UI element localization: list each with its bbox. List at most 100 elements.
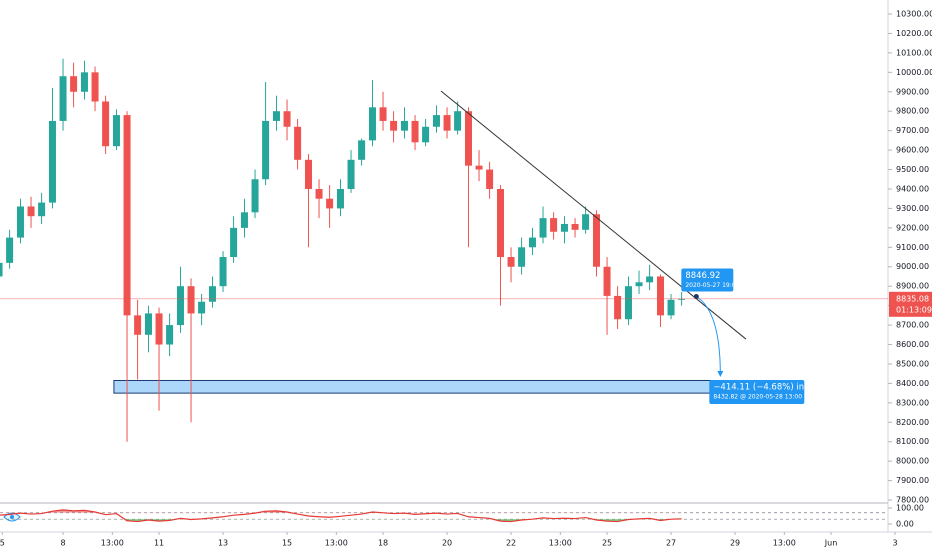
candle-body [294,126,302,160]
candle-body [230,227,238,258]
y-tick-label: 10000.00 [896,68,932,77]
candle-body [283,111,291,127]
candle-body [560,223,568,232]
x-tick-label: 13:00 [549,539,572,548]
y-tick-label: 8900.00 [896,282,929,291]
osc-line [0,509,682,523]
y-tick-label: 8100.00 [896,437,929,446]
main-pane [0,58,888,442]
x-tick-label: 18 [378,539,388,548]
y-tick-label: 8500.00 [896,359,929,368]
candle-body [624,286,632,320]
candle-body [176,286,184,326]
y-tick-label: 7800.00 [896,496,929,505]
y-tick-label: 10100.00 [896,48,932,57]
y-tick-label: 10200.00 [896,29,932,38]
candle-body [422,126,430,143]
y-tick-label: 9500.00 [896,165,929,174]
candle-body [187,286,195,314]
candle-body [390,120,398,131]
candle-body [315,188,323,199]
candle-body [219,257,227,287]
candle-body [571,223,579,230]
x-tick-label: 8 [60,539,65,548]
candle-body [635,282,643,287]
candle-body [27,206,35,217]
candle-body [48,120,56,203]
candle-body [208,286,216,302]
x-tick-label: 3 [892,539,897,548]
y-tick-label: 9100.00 [896,243,929,252]
target-label: 8432.82 @ 2020-05-28 13:00 [713,394,802,401]
candle-body [454,111,462,131]
osc-overbought [45,509,384,513]
candle-body [368,107,376,141]
y-tick-label: 8300.00 [896,398,929,407]
x-tick-label: 13:00 [325,539,348,548]
x-tick-label: 15 [282,539,292,548]
candle-body [198,301,206,314]
y-tick-label: 9400.00 [896,184,929,193]
projection-point [693,294,699,300]
osc-tick-label: 100.00 [896,503,924,512]
y-tick-label: 8000.00 [896,457,929,466]
x-tick-label: 5 [0,539,5,548]
candle-body [614,295,622,320]
candle-body [59,76,67,121]
candle-body [347,159,355,189]
candle-body [464,111,472,166]
candle-body [38,202,46,217]
candle-body [550,218,558,232]
target-change: −414.11 (−4.68%) in 18h [713,383,823,393]
candle-body [144,313,152,335]
candle-body [539,218,547,238]
candle-body [507,257,515,267]
candle-body [134,315,142,335]
candle-body [528,237,536,248]
y-tick-label: 9900.00 [896,87,929,96]
target-box [709,380,805,405]
candle-body [166,325,174,345]
candle-body [358,140,366,160]
candle-body [123,115,131,316]
x-tick-label: Jun [824,539,838,548]
candle-body [326,198,334,209]
candle-body [400,120,408,131]
candle-body [646,276,654,283]
x-tick-label: 13:00 [101,539,124,548]
from-box [681,268,734,292]
y-tick-label: 9000.00 [896,262,929,271]
candle-body [379,107,387,121]
countdown-label: 01:13:09 [896,305,932,314]
candle-body [91,72,99,102]
candle-body [486,169,494,189]
candle-body [272,111,280,121]
candle-body [155,313,163,345]
x-tick-label: 11 [154,539,164,548]
candle-body [336,188,344,209]
candle-body [667,299,675,316]
target-zone [113,379,771,394]
y-tick-label: 9600.00 [896,146,929,155]
candle-body [656,276,664,316]
y-tick-label: 8200.00 [896,418,929,427]
candle-body [678,298,686,300]
from-price: 8846.92 [685,271,720,281]
x-tick-label: 20 [442,539,452,548]
x-tick-label: 13 [218,539,228,548]
y-tick-label: 8400.00 [896,379,929,388]
osc-tick-label: 0.00 [896,519,914,528]
x-tick-label: 25 [602,539,612,548]
y-tick-label: 7900.00 [896,476,929,485]
price-tag-label: 8835.08 [896,294,929,303]
y-tick-label: 8600.00 [896,340,929,349]
candle-body [496,188,504,258]
candle-body [0,262,3,277]
candle-body [240,212,248,228]
y-tick-label: 8700.00 [896,321,929,330]
x-tick-label: 29 [730,539,740,548]
oscillator-pane [0,509,888,523]
